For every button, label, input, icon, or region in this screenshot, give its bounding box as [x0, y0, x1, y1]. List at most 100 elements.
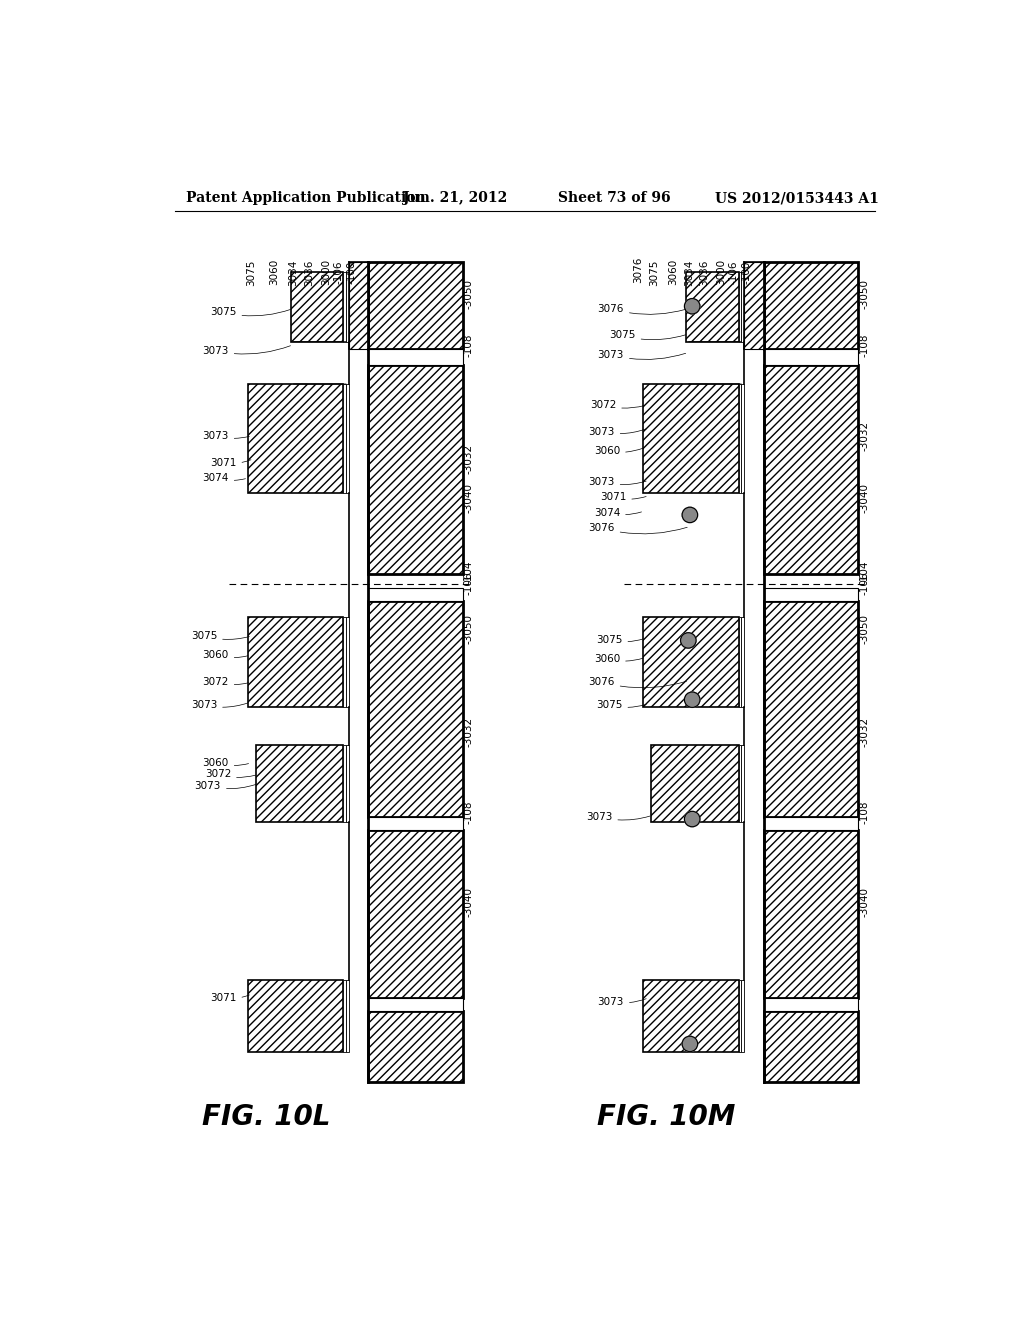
Text: -106: -106 — [729, 260, 738, 284]
Text: 3076: 3076 — [634, 257, 643, 284]
Polygon shape — [369, 350, 463, 364]
Text: -108: -108 — [464, 334, 474, 358]
Polygon shape — [369, 1011, 463, 1082]
Polygon shape — [343, 618, 346, 706]
Text: 3075: 3075 — [190, 631, 249, 640]
Circle shape — [682, 1036, 697, 1052]
Polygon shape — [343, 384, 346, 494]
Polygon shape — [764, 998, 858, 1011]
Circle shape — [684, 298, 700, 314]
Polygon shape — [369, 263, 463, 350]
Text: 3073: 3073 — [203, 430, 249, 441]
Text: -106: -106 — [464, 572, 474, 595]
Text: 3075: 3075 — [246, 259, 256, 285]
Polygon shape — [369, 817, 463, 830]
Text: 3034: 3034 — [684, 259, 693, 285]
Text: 3074: 3074 — [594, 508, 641, 517]
Text: Jun. 21, 2012: Jun. 21, 2012 — [403, 191, 507, 206]
Polygon shape — [764, 364, 858, 574]
Polygon shape — [738, 979, 741, 1052]
Text: Sheet 73 of 96: Sheet 73 of 96 — [558, 191, 671, 206]
Text: 3075: 3075 — [609, 330, 686, 341]
Text: 3074: 3074 — [203, 473, 246, 483]
Polygon shape — [741, 618, 744, 706]
Text: 3073: 3073 — [195, 781, 256, 791]
Text: 3072: 3072 — [203, 677, 249, 686]
Polygon shape — [291, 272, 343, 342]
Polygon shape — [741, 272, 744, 342]
Text: 3060: 3060 — [203, 649, 248, 660]
Text: -104: -104 — [859, 561, 869, 585]
Text: 3060: 3060 — [269, 259, 280, 285]
Text: 3075: 3075 — [596, 635, 643, 644]
Circle shape — [681, 632, 696, 648]
Text: FIG. 10M: FIG. 10M — [597, 1104, 735, 1131]
Polygon shape — [764, 1011, 858, 1082]
Text: -3032: -3032 — [464, 717, 474, 747]
Text: 3060: 3060 — [594, 653, 643, 664]
Text: 3073: 3073 — [589, 426, 646, 437]
Polygon shape — [369, 601, 463, 817]
Text: -3032: -3032 — [859, 421, 869, 451]
Text: -3040: -3040 — [464, 887, 474, 917]
Text: 3075: 3075 — [210, 308, 291, 317]
Text: 3076: 3076 — [589, 677, 686, 688]
Polygon shape — [346, 744, 349, 822]
Polygon shape — [764, 263, 858, 350]
Polygon shape — [369, 364, 463, 574]
Text: -108: -108 — [464, 800, 474, 824]
Text: 3075: 3075 — [596, 700, 646, 710]
Text: 3073: 3073 — [190, 700, 248, 710]
Circle shape — [684, 692, 700, 708]
Polygon shape — [741, 384, 744, 494]
Polygon shape — [343, 272, 346, 342]
Polygon shape — [738, 744, 741, 822]
Text: -100: -100 — [347, 260, 356, 284]
Polygon shape — [741, 979, 744, 1052]
Text: 3076: 3076 — [598, 304, 686, 314]
Polygon shape — [369, 998, 463, 1011]
Polygon shape — [343, 979, 346, 1052]
Polygon shape — [738, 384, 741, 494]
Text: US 2012/0153443 A1: US 2012/0153443 A1 — [716, 191, 880, 206]
Polygon shape — [346, 272, 349, 342]
Text: 3036: 3036 — [304, 259, 314, 285]
Circle shape — [684, 812, 700, 826]
Circle shape — [682, 507, 697, 523]
Text: 3060: 3060 — [203, 758, 249, 768]
Text: 3060: 3060 — [669, 259, 678, 285]
Polygon shape — [764, 817, 858, 830]
Text: 3036: 3036 — [699, 259, 710, 285]
Polygon shape — [343, 744, 346, 822]
Polygon shape — [369, 589, 463, 601]
Text: 3071: 3071 — [210, 993, 250, 1003]
Text: 3000: 3000 — [717, 259, 726, 285]
Text: 3071: 3071 — [210, 458, 251, 467]
Polygon shape — [369, 830, 463, 998]
Text: 3060: 3060 — [594, 446, 643, 455]
Polygon shape — [738, 618, 741, 706]
Text: -106: -106 — [859, 572, 869, 595]
Text: Patent Application Publication: Patent Application Publication — [186, 191, 426, 206]
Polygon shape — [764, 589, 858, 601]
Text: 3075: 3075 — [649, 259, 658, 285]
Text: 3073: 3073 — [586, 812, 650, 822]
Polygon shape — [346, 618, 349, 706]
Polygon shape — [349, 263, 369, 350]
Text: -3040: -3040 — [464, 483, 474, 512]
Text: -108: -108 — [859, 800, 869, 824]
Text: -3040: -3040 — [859, 887, 869, 917]
Text: -3032: -3032 — [859, 717, 869, 747]
Polygon shape — [346, 979, 349, 1052]
Text: 3034: 3034 — [289, 259, 299, 285]
Text: 3071: 3071 — [600, 492, 646, 502]
Text: 3072: 3072 — [205, 770, 256, 779]
Text: 3073: 3073 — [598, 997, 646, 1007]
Text: -3032: -3032 — [464, 444, 474, 474]
Polygon shape — [686, 272, 738, 342]
Text: -3050: -3050 — [464, 614, 474, 644]
Text: -108: -108 — [859, 334, 869, 358]
Polygon shape — [643, 979, 738, 1052]
Text: -3050: -3050 — [464, 279, 474, 309]
Text: 3073: 3073 — [598, 350, 686, 360]
